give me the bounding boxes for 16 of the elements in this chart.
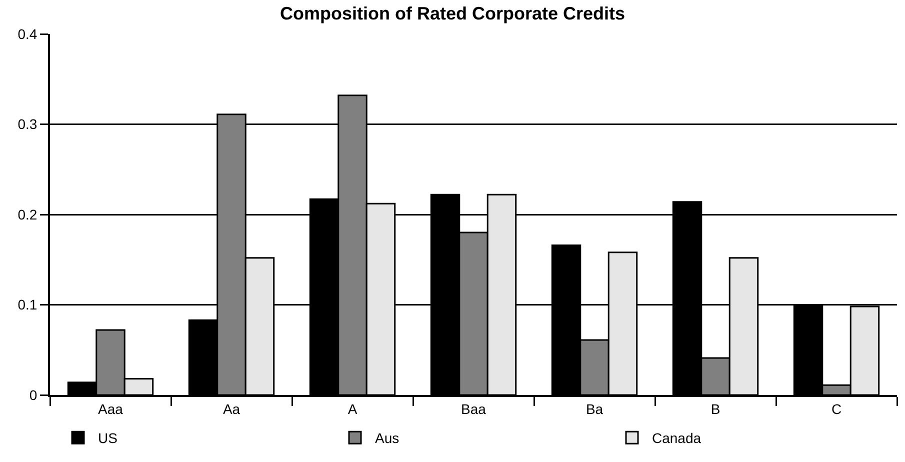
x-tick-label: B: [710, 400, 720, 417]
x-tick-label: Ba: [586, 400, 604, 417]
x-tick-label: C: [831, 400, 842, 417]
y-tick-label: 0.1: [18, 296, 38, 313]
x-tick-label: A: [348, 400, 358, 417]
y-tick-label: 0.3: [18, 116, 38, 132]
y-tick-label: 0.2: [18, 206, 38, 222]
y-tick-label: 0.4: [18, 26, 38, 42]
legend-label: Aus: [375, 430, 400, 446]
y-tick-label: 0: [29, 386, 38, 403]
x-tick-label: Aaa: [98, 400, 124, 417]
legend-label: Canada: [652, 430, 702, 446]
x-tick-label: Baa: [461, 400, 486, 417]
chart-title: Composition of Rated Corporate Credits: [280, 4, 626, 24]
legend-label: US: [98, 430, 118, 446]
x-tick-label: Aa: [222, 400, 240, 417]
